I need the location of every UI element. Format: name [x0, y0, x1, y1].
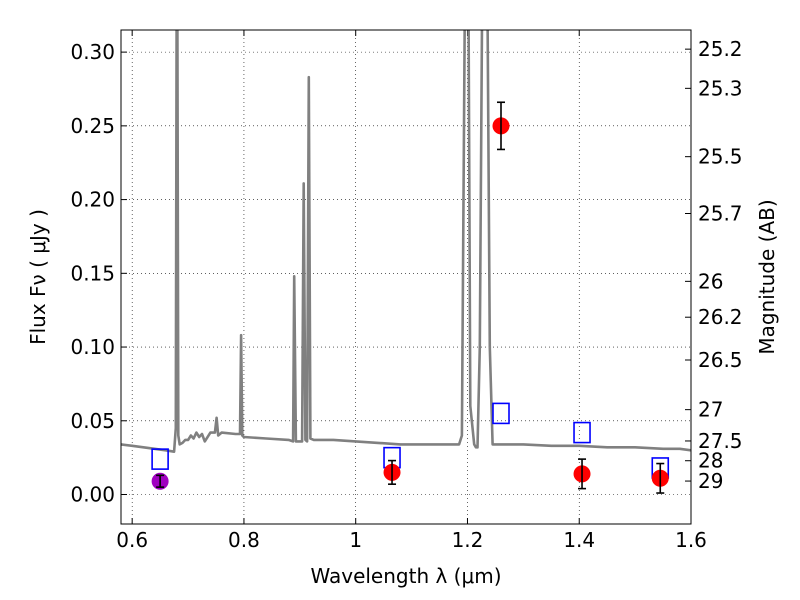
magnitude-tick-label: 26 [698, 269, 723, 293]
magnitude-tick-label: 26.2 [698, 305, 743, 329]
y-axis-label: Flux Fν ( μJy ) [26, 209, 50, 345]
magnitude-tick-label: 25.2 [698, 37, 743, 61]
plot-area [121, 30, 691, 524]
tick-labels: 0.6 0.8 1 1.2 1.4 1.6 0.00 0.05 0.10 0.15 0.20 0.25… [70, 37, 742, 552]
y-tick-label: 0.10 [70, 335, 115, 359]
magnitude-tick-label: 25.3 [698, 76, 743, 100]
magnitude-tick-label: 27.5 [698, 429, 743, 453]
x-tick-label: 1.2 [452, 528, 484, 552]
plot-frame [120, 29, 692, 525]
x-tick-label: 1.4 [563, 528, 595, 552]
model-band-flux-square [151, 448, 169, 470]
y-tick-label: 0.30 [70, 40, 115, 64]
y-tick-label: 0.15 [70, 261, 115, 285]
y-tick-label: 0.25 [70, 114, 115, 138]
magnitude-tick-label: 28 [698, 449, 723, 473]
x-tick-label: 0.6 [116, 528, 148, 552]
gridlines [121, 30, 692, 524]
y-tick-label: 0.05 [70, 409, 115, 433]
y-tick-label: 0.00 [70, 483, 115, 507]
magnitude-tick-label: 27 [698, 398, 723, 422]
x-tick-label: 1.6 [675, 528, 707, 552]
x-tick-label: 0.8 [228, 528, 260, 552]
magnitude-tick-label: 25.7 [698, 202, 743, 226]
magnitude-tick-label: 25.5 [698, 145, 743, 169]
x-tick-label: 1 [349, 528, 362, 552]
x-axis-label: Wavelength λ (μm) [310, 564, 501, 588]
data-markers [151, 101, 670, 494]
model-spectrum-line [121, 30, 691, 453]
model-band-flux-square [573, 421, 591, 444]
magnitude-tick-label: 26.5 [698, 348, 743, 372]
magnitude-axis-label: Magnitude (AB) [755, 199, 779, 354]
y-tick-label: 0.20 [70, 188, 115, 212]
model-band-flux-square [492, 402, 510, 425]
magnitude-tick-label: 29 [698, 469, 723, 493]
